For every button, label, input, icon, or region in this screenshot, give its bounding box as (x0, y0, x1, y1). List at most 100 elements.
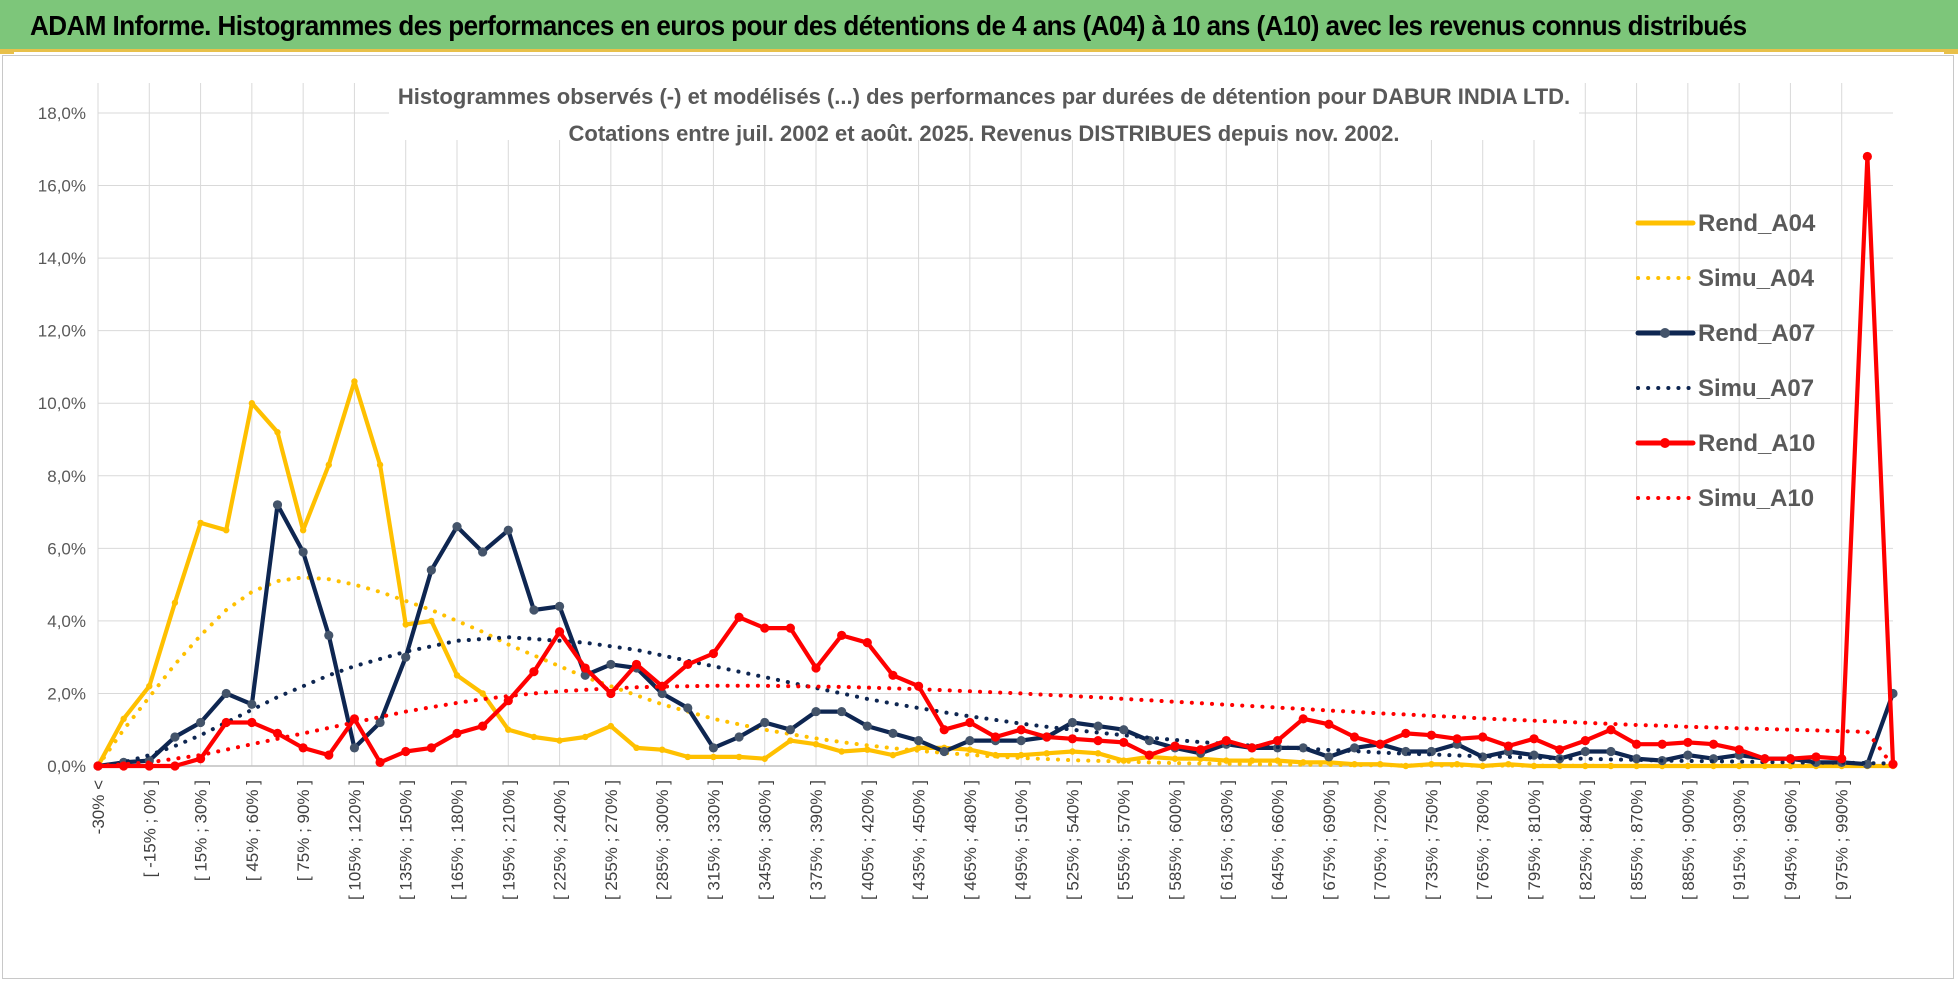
x-tick-label: [ 405% ; 420% ] (858, 780, 877, 900)
point-rend-a07 (426, 565, 436, 575)
point-rend-a07 (708, 743, 719, 753)
x-tick-label: [ 735% ; 750% ] (1422, 780, 1441, 900)
corner-accent-left (0, 49, 14, 54)
point-rend-a07 (837, 706, 847, 717)
report-banner: ADAM Informe. Histogrammes des performan… (0, 0, 1958, 52)
x-tick-label: [ 165% ; 180% ] (448, 780, 467, 900)
x-tick-label: [ 885% ; 900% ] (1679, 780, 1698, 900)
point-rend-a04 (761, 755, 768, 762)
point-rend-a07 (1016, 736, 1026, 746)
point-rend-a10 (580, 663, 590, 673)
point-rend-a07 (862, 721, 872, 731)
point-rend-a04 (864, 746, 871, 753)
x-tick-label: [ 555% ; 570% ] (1115, 780, 1134, 900)
point-rend-a04 (838, 748, 845, 755)
point-rend-a07 (606, 659, 616, 670)
x-tick-label: [ 825% ; 840% ] (1576, 780, 1595, 900)
point-rend-a07 (452, 521, 462, 532)
point-rend-a07 (221, 688, 231, 699)
point-rend-a10 (1555, 745, 1565, 755)
point-rend-a10 (811, 663, 821, 673)
y-tick-label: 4,0% (47, 612, 86, 631)
point-rend-a07 (1631, 754, 1642, 764)
x-tick-label: [ 975% ; 990% ] (1833, 780, 1852, 900)
point-rend-a10 (1478, 732, 1488, 742)
point-rend-a04 (146, 682, 153, 690)
point-rend-a10 (1042, 732, 1052, 742)
point-rend-a07 (349, 743, 360, 753)
point-rend-a04 (299, 526, 307, 534)
point-rend-a07 (1298, 743, 1308, 753)
point-rend-a07 (1324, 752, 1334, 762)
point-rend-a10 (1503, 741, 1513, 751)
series-line-simu-a07 (96, 635, 1895, 768)
point-rend-a04 (1684, 762, 1692, 770)
point-rend-a10 (862, 638, 872, 648)
legend-label-simu-a10: Simu_A10 (1698, 485, 1814, 512)
point-rend-a04 (1094, 750, 1102, 757)
y-tick-label: 12,0% (38, 322, 86, 341)
point-rend-a04 (787, 737, 794, 744)
point-rend-a07 (1683, 750, 1693, 760)
point-rend-a10 (272, 728, 283, 738)
legend-label-rend-a07: Rend_A07 (1698, 320, 1815, 347)
point-rend-a10 (1426, 730, 1437, 740)
legend-label-rend-a10: Rend_A10 (1698, 430, 1815, 457)
x-tick-label: [ 675% ; 690% ] (1320, 780, 1339, 900)
point-rend-a04 (479, 690, 486, 697)
point-rend-a04 (376, 461, 384, 469)
x-tick-label: [ 945% ; 960% ] (1781, 780, 1800, 900)
point-rend-a10 (1247, 743, 1257, 753)
point-rend-a07 (1606, 746, 1616, 757)
point-rend-a04 (633, 744, 640, 752)
y-tick-label: 8,0% (47, 467, 86, 486)
point-rend-a04 (1171, 755, 1179, 762)
series-line-rend-a04 (95, 379, 1896, 769)
point-rend-a10 (503, 696, 513, 706)
series-line-rend-a10 (95, 154, 1896, 769)
point-rend-a07 (529, 605, 539, 615)
point-rend-a10 (1631, 739, 1642, 749)
point-rend-a07 (734, 732, 744, 742)
point-rend-a10 (1067, 734, 1078, 744)
x-tick-label: [ 345% ; 360% ] (756, 780, 775, 900)
point-rend-a10 (785, 623, 795, 633)
point-rend-a04 (1735, 762, 1743, 770)
x-tick-label: [ 765% ; 780% ] (1474, 780, 1493, 900)
y-tick-label: 10,0% (38, 394, 86, 413)
point-rend-a10 (1452, 734, 1462, 744)
point-rend-a04 (197, 519, 204, 527)
point-rend-a10 (324, 750, 334, 760)
point-rend-a10 (631, 659, 642, 670)
point-rend-a07 (324, 630, 334, 641)
point-rend-a10 (1170, 741, 1180, 751)
point-rend-a07 (298, 547, 308, 557)
point-rend-a10 (1196, 745, 1206, 755)
x-tick-label: [ -15% ; 0% ] (140, 780, 159, 877)
point-rend-a10 (1119, 737, 1129, 748)
x-tick-label: [ 615% ; 630% ] (1217, 780, 1236, 900)
x-tick-label: [ 645% ; 660% ] (1269, 780, 1288, 900)
point-rend-a04 (1505, 760, 1512, 768)
point-rend-a10 (298, 743, 308, 753)
point-rend-a10 (1708, 739, 1719, 749)
point-rend-a10 (760, 623, 770, 633)
point-rend-a10 (734, 612, 744, 622)
point-rend-a10 (554, 627, 565, 637)
series-line-simu-a10 (96, 683, 1895, 768)
point-rend-a04 (966, 746, 974, 753)
point-rend-a07 (913, 736, 924, 746)
point-rend-a10 (837, 630, 847, 641)
axes: 0,0% 2,0% 4,0% 6,0% 8,0% 10,0% 12,0% 14,0% 16,0%… (38, 104, 1893, 900)
corner-accent-right (1944, 49, 1958, 54)
point-rend-a10 (1657, 739, 1667, 749)
point-rend-a07 (478, 547, 488, 557)
point-rend-a04 (1453, 760, 1461, 768)
point-rend-a07 (195, 717, 206, 728)
x-tick-label: [ 525% ; 540% ] (1063, 780, 1082, 900)
point-rend-a10 (1144, 750, 1154, 760)
series-line-rend-a07 (95, 502, 1896, 769)
point-rend-a10 (1016, 725, 1026, 735)
point-rend-a10 (1324, 719, 1334, 729)
point-rend-a10 (888, 670, 898, 680)
